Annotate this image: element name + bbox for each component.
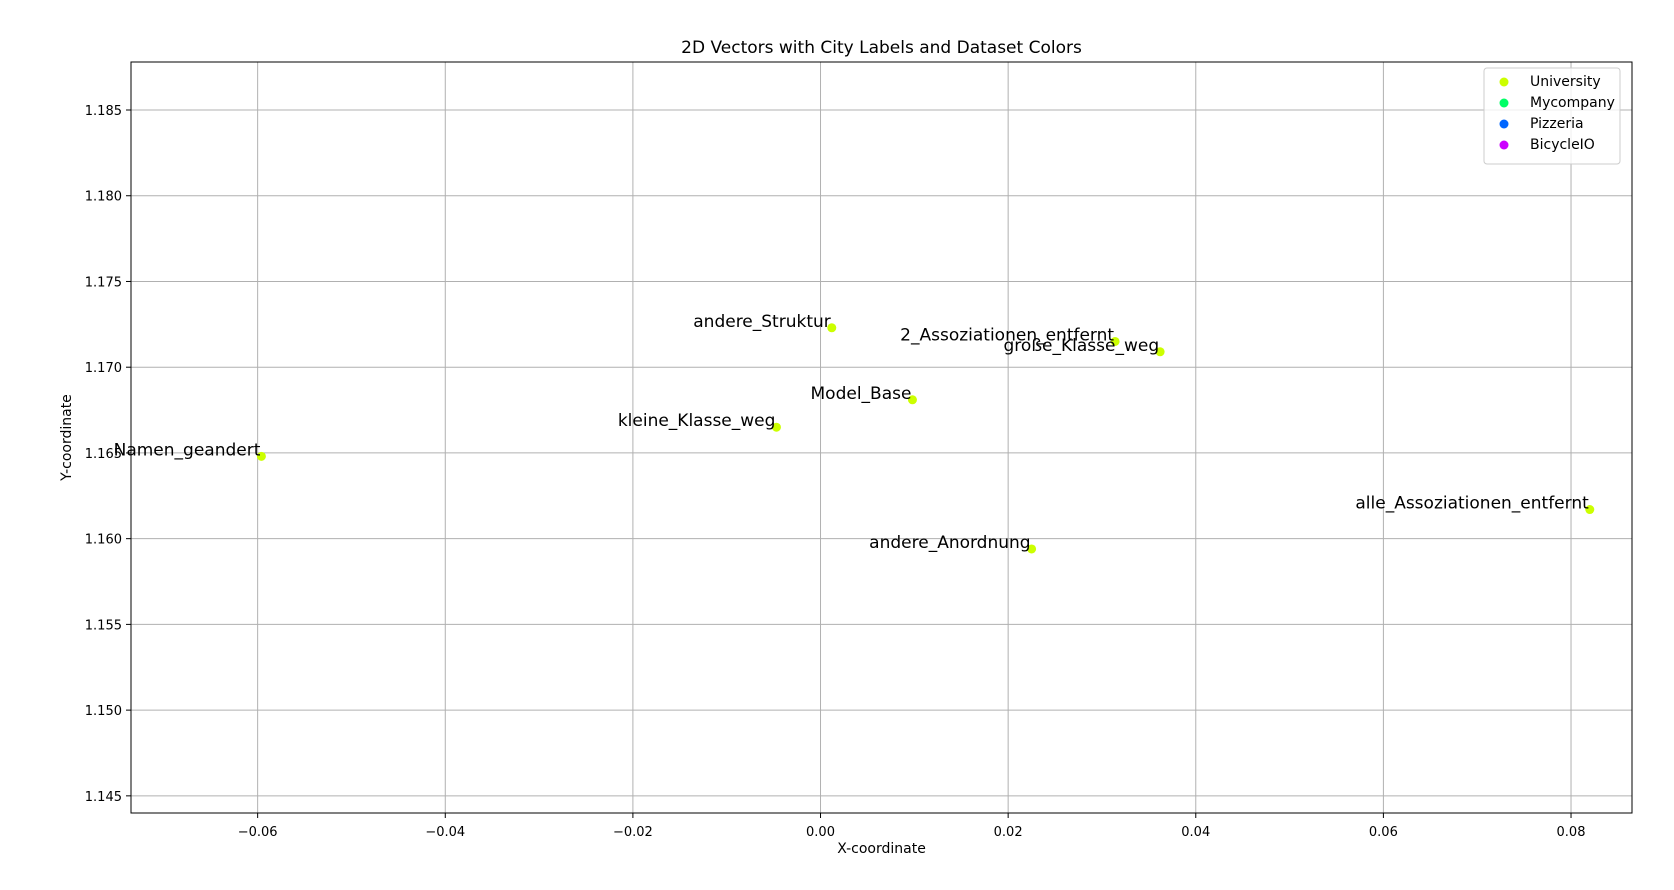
x-tick-label: 0.04 xyxy=(1181,825,1210,840)
legend-entry: University xyxy=(1530,74,1601,90)
legend-marker xyxy=(1499,140,1509,150)
x-tick-label: 0.08 xyxy=(1557,825,1586,840)
data-point xyxy=(771,422,781,432)
x-tick-label: −0.06 xyxy=(238,825,278,840)
plot-frame xyxy=(130,61,1633,814)
y-tick-label: 1.155 xyxy=(85,618,122,633)
data-point-label: große_Klasse_weg xyxy=(1004,336,1160,356)
x-tick-label: 0.02 xyxy=(994,825,1023,840)
legend-marker xyxy=(1499,77,1509,87)
y-tick-label: 1.180 xyxy=(85,190,122,205)
data-points xyxy=(256,323,1595,554)
y-axis-label: Y-coordinate xyxy=(59,394,75,482)
data-point xyxy=(1585,505,1595,515)
x-tick-label: 0.06 xyxy=(1369,825,1398,840)
x-tick-label: 0.00 xyxy=(806,825,835,840)
x-tick-label: −0.04 xyxy=(425,825,465,840)
y-tick-label: 1.150 xyxy=(85,704,122,719)
legend: University Mycompany Pizzeria BicycleIO xyxy=(1483,67,1621,165)
data-point xyxy=(256,451,266,461)
x-tick-label: −0.02 xyxy=(613,825,653,840)
data-point xyxy=(907,395,917,405)
y-tick-label: 1.160 xyxy=(85,533,122,548)
y-tick-label: 1.145 xyxy=(85,790,122,805)
data-point-label: kleine_Klasse_weg xyxy=(618,411,776,431)
x-axis-ticks: −0.06 −0.04 −0.02 0.00 0.02 0.04 0.06 0.08 xyxy=(238,813,1586,840)
legend-marker xyxy=(1499,98,1509,108)
chart-title: 2D Vectors with City Labels and Dataset … xyxy=(681,38,1082,58)
y-tick-label: 1.185 xyxy=(85,104,122,119)
legend-entry: Mycompany xyxy=(1530,95,1615,111)
legend-entry: Pizzeria xyxy=(1530,116,1584,132)
y-tick-label: 1.175 xyxy=(85,275,122,290)
y-tick-label: 1.165 xyxy=(85,447,122,462)
y-axis-ticks: 1.145 1.150 1.155 1.160 1.165 1.170 1.175 1.180… xyxy=(85,104,131,805)
data-point-label: andere_Struktur xyxy=(693,312,831,332)
data-point xyxy=(1027,544,1037,554)
data-point-label: alle_Assoziationen_entfernt xyxy=(1355,494,1589,514)
data-point xyxy=(1155,347,1165,357)
legend-box xyxy=(1483,67,1621,165)
data-point-labels: andere_Struktur 2_Assoziationen_entferntg… xyxy=(114,312,1589,553)
data-point xyxy=(1110,336,1120,346)
data-point-label: 2_Assoziationen_entfernt xyxy=(900,325,1114,345)
data-point-label: Namen_geandert xyxy=(114,440,261,460)
legend-entry: BicycleIO xyxy=(1530,137,1595,153)
y-tick-label: 1.170 xyxy=(85,361,122,376)
data-point xyxy=(827,323,837,333)
legend-marker xyxy=(1499,119,1509,129)
data-point-label: andere_Anordnung xyxy=(869,533,1030,553)
grid xyxy=(131,62,1632,813)
x-axis-label: X-coordinate xyxy=(837,841,926,857)
data-point-label: Model_Base xyxy=(811,384,912,404)
